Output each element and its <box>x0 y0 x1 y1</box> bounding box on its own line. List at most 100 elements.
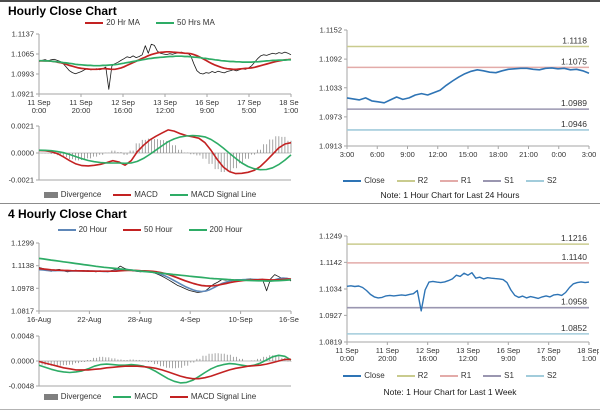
svg-text:1.0921: 1.0921 <box>11 90 34 99</box>
legend-item: R2 <box>396 371 428 380</box>
svg-text:18 Sep: 18 Sep <box>577 346 599 355</box>
legend-item: MACD Signal Line <box>169 392 257 401</box>
legend-label: 50 Hour <box>144 225 173 234</box>
svg-text:1.0913: 1.0913 <box>319 142 342 151</box>
svg-text:0:00: 0:00 <box>340 354 355 363</box>
svg-text:11 Sep: 11 Sep <box>69 98 92 107</box>
legend-label: MACD Signal Line <box>190 190 257 199</box>
legend-label: Close <box>364 176 385 185</box>
legend-label: MACD <box>134 392 158 401</box>
h24-note: Note: 1 Hour Chart for Last 24 Hours <box>380 190 520 200</box>
legend-item: S1 <box>483 371 514 380</box>
legend-item: MACD Signal Line <box>169 190 257 199</box>
svg-text:1.0852: 1.0852 <box>561 323 587 333</box>
svg-text:1.0946: 1.0946 <box>561 119 587 129</box>
svg-text:9:00: 9:00 <box>400 150 415 159</box>
legend-label: S1 <box>504 176 514 185</box>
svg-text:0:00: 0:00 <box>32 106 47 114</box>
legend-item: 200 Hour <box>188 225 242 234</box>
bar-swatch-icon <box>43 393 58 400</box>
legend-label: Divergence <box>60 190 102 199</box>
svg-text:12:00: 12:00 <box>428 150 447 159</box>
svg-text:22-Aug: 22-Aug <box>77 315 101 324</box>
svg-text:9:00: 9:00 <box>501 354 516 363</box>
svg-text:6:00: 6:00 <box>370 150 385 159</box>
svg-text:-0.0048: -0.0048 <box>9 382 34 391</box>
svg-text:21:00: 21:00 <box>519 150 538 159</box>
line-swatch-icon <box>396 179 415 182</box>
svg-text:12:00: 12:00 <box>156 106 175 114</box>
legend-label: 20 Hour <box>78 225 108 234</box>
line-swatch-icon <box>57 228 76 231</box>
legend-item: Divergence <box>43 190 102 199</box>
legend-label: S2 <box>546 371 557 380</box>
legend-item: R1 <box>439 176 471 185</box>
svg-text:1.1142: 1.1142 <box>320 258 342 267</box>
line-swatch-icon <box>188 228 207 231</box>
fourh-macd-legend: Divergence MACD MACD Signal Line <box>0 392 300 401</box>
svg-text:1.1118: 1.1118 <box>562 36 587 46</box>
svg-text:4-Sep: 4-Sep <box>180 315 200 324</box>
svg-text:1.1065: 1.1065 <box>11 50 34 59</box>
hourly-ma-legend: 20 Hr MA 50 Hrs MA <box>0 18 300 27</box>
svg-text:0:00: 0:00 <box>551 150 566 159</box>
line-swatch-icon <box>85 21 104 24</box>
legend-label: S1 <box>504 371 514 380</box>
svg-text:1.0989: 1.0989 <box>561 98 587 108</box>
line-swatch-icon <box>483 179 502 182</box>
line-swatch-icon <box>113 193 132 196</box>
svg-text:1.1138: 1.1138 <box>12 261 34 270</box>
svg-text:20:00: 20:00 <box>378 354 397 363</box>
h1w-pivot-chart: 1.1249 1.1142 1.1034 1.0927 1.0819 1.1216 1.11… <box>319 232 599 364</box>
legend-label: 50 Hrs MA <box>177 18 215 27</box>
svg-text:16:00: 16:00 <box>418 354 437 363</box>
svg-text:16 Sep: 16 Sep <box>195 98 219 107</box>
h24-pivot-legend: Close R2 R1 S1 S2 <box>300 176 600 185</box>
line-swatch-icon <box>169 395 188 398</box>
svg-text:1.0927: 1.0927 <box>319 311 342 320</box>
bar-swatch-icon <box>43 191 58 198</box>
line-swatch-icon <box>113 395 132 398</box>
svg-text:1.1152: 1.1152 <box>320 26 342 35</box>
legend-label: S2 <box>546 176 557 185</box>
svg-text:1:00: 1:00 <box>582 354 597 363</box>
legend-label: R2 <box>417 176 428 185</box>
svg-text:1.1216: 1.1216 <box>561 233 587 243</box>
svg-text:11 Sep: 11 Sep <box>376 346 399 355</box>
h24-pivot-chart: 1.1152 1.1092 1.1033 1.0973 1.0913 1.1118 1.10… <box>319 26 597 160</box>
svg-text:9:00: 9:00 <box>200 106 215 114</box>
svg-text:1.1137: 1.1137 <box>12 30 34 39</box>
line-swatch-icon <box>439 179 458 182</box>
svg-text:20:00: 20:00 <box>72 106 91 114</box>
bottom-divider <box>0 409 600 410</box>
legend-item: Close <box>343 176 385 185</box>
section-divider <box>0 203 600 204</box>
svg-text:1.0993: 1.0993 <box>11 70 34 79</box>
legend-label: R1 <box>460 371 472 380</box>
legend-item: S2 <box>525 371 557 380</box>
fourh-macd-chart: 0.0048 0.0000 -0.0048 <box>9 332 292 391</box>
legend-item: R2 <box>396 176 428 185</box>
legend-label: MACD Signal Line <box>190 392 257 401</box>
svg-text:1:00: 1:00 <box>284 106 299 114</box>
line-swatch-icon <box>123 228 142 231</box>
svg-text:1.0958: 1.0958 <box>561 297 587 307</box>
svg-text:12:00: 12:00 <box>459 354 478 363</box>
legend-item: 50 Hrs MA <box>156 18 215 27</box>
svg-text:1.1299: 1.1299 <box>11 239 34 248</box>
legend-item: 20 Hour <box>57 225 108 234</box>
line-swatch-icon <box>396 374 415 377</box>
line-swatch-icon <box>483 374 502 377</box>
svg-text:1.0978: 1.0978 <box>11 284 34 293</box>
line-swatch-icon <box>169 193 188 196</box>
legend-item: S1 <box>483 176 514 185</box>
legend-label: MACD <box>134 190 158 199</box>
svg-text:3:00: 3:00 <box>582 150 597 159</box>
hourly-macd-legend: Divergence MACD MACD Signal Line <box>0 190 300 199</box>
legend-label: Close <box>364 371 385 380</box>
svg-text:0.0048: 0.0048 <box>11 332 34 341</box>
h1w-note: Note: 1 Hour Chart for Last 1 Week <box>383 387 517 397</box>
svg-text:1.0973: 1.0973 <box>319 112 342 121</box>
